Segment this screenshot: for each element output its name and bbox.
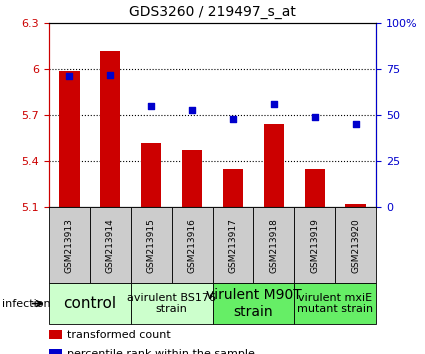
Text: GSM213915: GSM213915 (147, 218, 156, 273)
Bar (305, 169, 325, 207)
Text: GSM213920: GSM213920 (351, 218, 360, 273)
Text: virulent mxiE
mutant strain: virulent mxiE mutant strain (297, 293, 373, 314)
Bar (294, 207, 335, 283)
Text: percentile rank within the sample: percentile rank within the sample (67, 349, 255, 354)
Bar (212, 283, 294, 324)
Text: virulent M90T
strain: virulent M90T strain (206, 289, 301, 319)
Bar (59, 70, 79, 207)
Text: infection: infection (2, 298, 51, 309)
Bar (335, 207, 376, 283)
Bar (346, 204, 366, 207)
Text: GSM213913: GSM213913 (65, 218, 74, 273)
Point (352, 121, 359, 127)
Point (148, 103, 155, 109)
Point (270, 101, 277, 107)
Bar (264, 124, 284, 207)
Bar (100, 51, 120, 207)
Bar (131, 283, 212, 324)
Text: GSM213919: GSM213919 (310, 218, 319, 273)
Bar (223, 169, 243, 207)
Bar (131, 207, 172, 283)
Bar (49, 349, 62, 354)
Point (189, 107, 196, 112)
Bar (253, 207, 294, 283)
Title: GDS3260 / 219497_s_at: GDS3260 / 219497_s_at (129, 5, 296, 19)
Point (312, 114, 318, 120)
Bar (141, 143, 162, 207)
Text: transformed count: transformed count (67, 330, 170, 339)
Bar (90, 207, 131, 283)
Text: avirulent BS176
strain: avirulent BS176 strain (127, 293, 216, 314)
Text: GSM213918: GSM213918 (269, 218, 278, 273)
Bar (49, 207, 90, 283)
Bar (49, 330, 62, 339)
Point (107, 72, 113, 78)
Text: control: control (63, 296, 116, 311)
Text: GSM213914: GSM213914 (106, 218, 115, 273)
Bar (294, 283, 376, 324)
Bar (212, 207, 253, 283)
Text: GSM213917: GSM213917 (229, 218, 238, 273)
Bar (172, 207, 212, 283)
Bar (182, 150, 202, 207)
Bar (49, 283, 131, 324)
Point (66, 74, 73, 79)
Point (230, 116, 236, 121)
Text: GSM213916: GSM213916 (187, 218, 196, 273)
